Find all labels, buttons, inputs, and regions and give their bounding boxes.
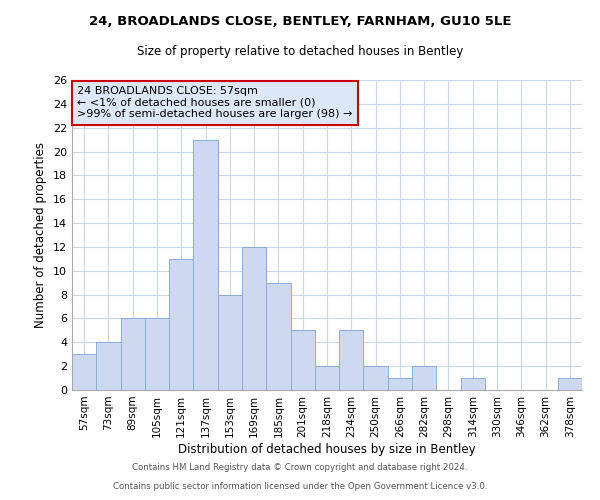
Text: 24, BROADLANDS CLOSE, BENTLEY, FARNHAM, GU10 5LE: 24, BROADLANDS CLOSE, BENTLEY, FARNHAM, …: [89, 15, 511, 28]
Y-axis label: Number of detached properties: Number of detached properties: [34, 142, 47, 328]
Text: Contains HM Land Registry data © Crown copyright and database right 2024.: Contains HM Land Registry data © Crown c…: [132, 464, 468, 472]
Bar: [218, 294, 242, 390]
Bar: [96, 342, 121, 390]
Bar: [558, 378, 582, 390]
Bar: [266, 282, 290, 390]
Bar: [72, 354, 96, 390]
Bar: [145, 318, 169, 390]
X-axis label: Distribution of detached houses by size in Bentley: Distribution of detached houses by size …: [178, 442, 476, 456]
Text: Size of property relative to detached houses in Bentley: Size of property relative to detached ho…: [137, 45, 463, 58]
Bar: [364, 366, 388, 390]
Bar: [412, 366, 436, 390]
Bar: [193, 140, 218, 390]
Bar: [290, 330, 315, 390]
Bar: [461, 378, 485, 390]
Bar: [315, 366, 339, 390]
Text: Contains public sector information licensed under the Open Government Licence v3: Contains public sector information licen…: [113, 482, 487, 491]
Bar: [169, 259, 193, 390]
Text: 24 BROADLANDS CLOSE: 57sqm
← <1% of detached houses are smaller (0)
>99% of semi: 24 BROADLANDS CLOSE: 57sqm ← <1% of deta…: [77, 86, 352, 120]
Bar: [242, 247, 266, 390]
Bar: [388, 378, 412, 390]
Bar: [121, 318, 145, 390]
Bar: [339, 330, 364, 390]
